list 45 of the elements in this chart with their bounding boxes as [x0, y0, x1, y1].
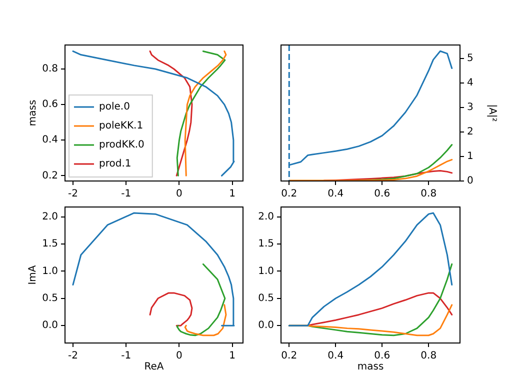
x-tick-label: -1 [121, 350, 132, 362]
x-tick-label: 0.8 [420, 188, 437, 200]
y2-tick-label: 3 [467, 102, 474, 114]
y-tick-label: 0.5 [258, 292, 274, 304]
y-tick-label: 0.5 [42, 292, 58, 304]
y-tick-label: 1.0 [42, 266, 58, 277]
x-tick-label: -2 [68, 188, 78, 200]
y2-tick-label: 2 [467, 126, 474, 138]
x-axis-title: ReA [144, 362, 164, 373]
y-tick-label: 0.8 [42, 64, 58, 75]
y-tick-label: 0.0 [42, 320, 58, 332]
y2-tick-label: 5 [467, 53, 474, 64]
y-axis-title: ImA [28, 265, 39, 285]
y-tick-label: 2.0 [258, 211, 274, 222]
x-tick-label: -1 [121, 188, 132, 200]
x-tick-label: 0.4 [328, 188, 344, 200]
y-tick-label: 0.0 [258, 320, 274, 332]
x-tick-label: 0.6 [374, 350, 390, 362]
legend-label: prodKK.0 [99, 140, 144, 151]
x-tick-label: 0.6 [374, 188, 390, 200]
legend-label: pole.0 [99, 102, 130, 113]
x-axis-title: mass [357, 362, 384, 373]
x-tick-label: 0.4 [328, 350, 344, 362]
x-tick-label: 0.2 [281, 188, 298, 200]
x-tick-label: 0.8 [420, 350, 437, 362]
legend-label: poleKK.1 [99, 120, 144, 132]
y-tick-label: 0.6 [42, 99, 58, 110]
y-tick-label: 0.4 [42, 134, 58, 146]
x-tick-label: 1 [229, 188, 236, 200]
y-tick-label: 0.2 [42, 170, 58, 182]
x-tick-label: -2 [68, 350, 78, 362]
y2-tick-label: 0 [467, 176, 474, 187]
legend-label: prod.1 [99, 158, 132, 170]
x-tick-label: 0 [176, 188, 182, 200]
y-tick-label: 1.5 [258, 238, 274, 250]
y2-axis-title: |A|² [486, 104, 498, 122]
y2-tick-label: 4 [467, 78, 474, 89]
x-tick-label: 0.2 [281, 350, 298, 362]
y-tick-label: 2.0 [42, 211, 58, 222]
y-tick-label: 1.5 [42, 238, 58, 250]
y2-tick-label: 1 [467, 151, 474, 162]
x-tick-label: 1 [229, 350, 236, 362]
x-tick-label: 0 [176, 350, 182, 362]
y-axis-title: mass [28, 100, 39, 126]
y-tick-label: 1.0 [258, 266, 274, 277]
